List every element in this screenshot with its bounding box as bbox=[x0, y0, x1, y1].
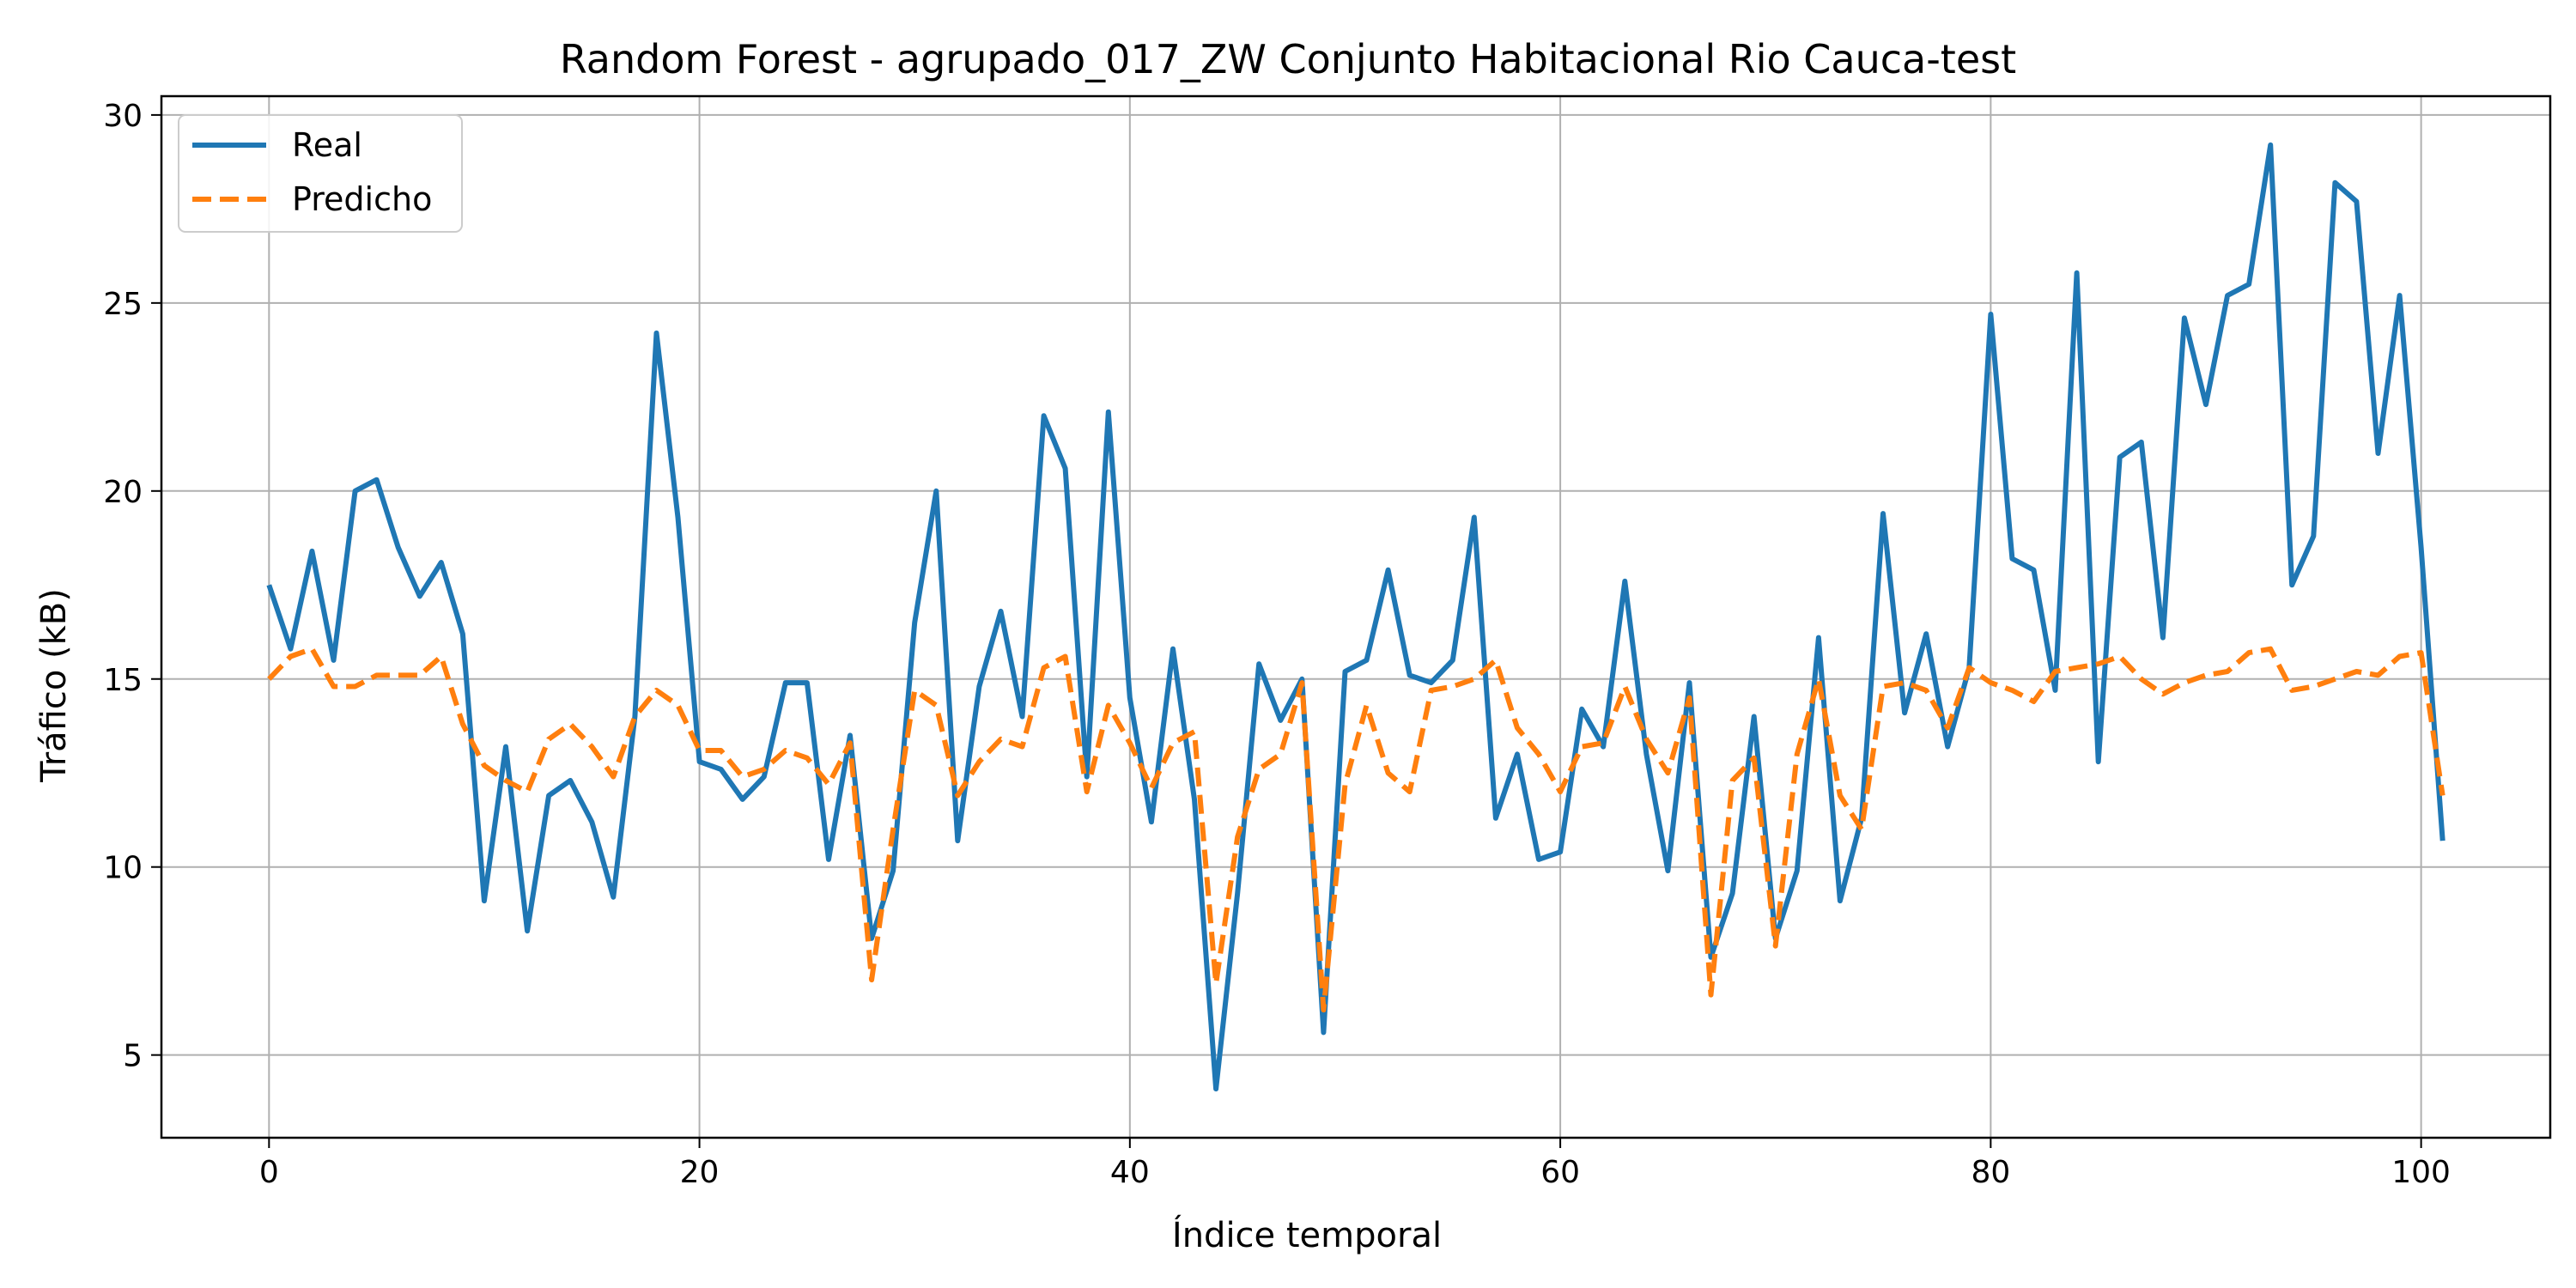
x-tick-label: 0 bbox=[259, 1155, 279, 1190]
y-tick-label: 5 bbox=[123, 1039, 143, 1074]
y-tick-label: 30 bbox=[103, 99, 143, 134]
x-axis-label: Índice temporal bbox=[1172, 1214, 1442, 1255]
legend: Real Predicho bbox=[178, 114, 463, 233]
x-tick-label: 40 bbox=[1110, 1155, 1150, 1190]
series-layer bbox=[266, 142, 2445, 1092]
x-tick-label: 60 bbox=[1540, 1155, 1580, 1190]
tick-layer: 0 20 40 60 80 100 5 10 15 20 25 30 bbox=[103, 99, 2451, 1190]
grid-layer bbox=[161, 96, 2550, 1138]
chart-title: Random Forest - agrupado_017_ZW Conjunto… bbox=[560, 36, 2016, 82]
plot-frame bbox=[160, 94, 2552, 1139]
y-axis-label: Tráfico (kB) bbox=[34, 588, 74, 783]
x-tick-label: 100 bbox=[2391, 1155, 2451, 1190]
x-tick-label: 80 bbox=[1971, 1155, 2010, 1190]
y-tick-label: 20 bbox=[103, 475, 143, 510]
y-tick-label: 10 bbox=[103, 851, 143, 886]
legend-label-predicho: Predicho bbox=[292, 180, 432, 218]
series-line-real bbox=[266, 142, 2445, 1092]
y-tick-label: 25 bbox=[103, 287, 143, 322]
x-tick-label: 20 bbox=[680, 1155, 720, 1190]
series-line-predicho bbox=[267, 646, 2445, 1013]
y-tick-label: 15 bbox=[103, 663, 143, 698]
legend-label-real: Real bbox=[292, 126, 362, 164]
